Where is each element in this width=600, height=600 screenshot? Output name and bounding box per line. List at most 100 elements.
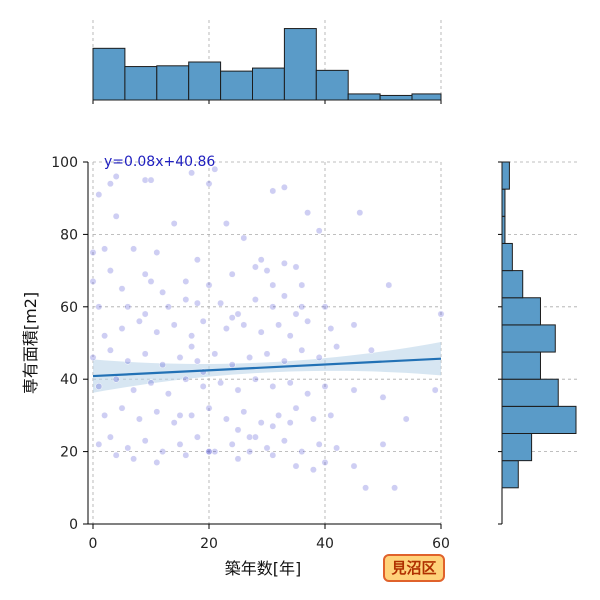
right-hist-bar [501, 242, 513, 272]
data-point [315, 354, 323, 361]
data-point [112, 451, 120, 459]
data-point [188, 332, 196, 340]
data-point [234, 426, 242, 434]
data-point [286, 379, 294, 387]
top-hist-bar [315, 69, 349, 101]
data-point [170, 321, 178, 329]
scatter-points [89, 165, 445, 492]
data-point [205, 281, 213, 289]
data-point [153, 459, 161, 466]
x-tick-label: 60 [432, 536, 450, 552]
data-point [280, 292, 288, 300]
data-point [193, 357, 201, 365]
data-point [112, 173, 120, 180]
data-point [298, 448, 306, 456]
data-point [176, 440, 184, 448]
data-point [385, 281, 393, 289]
data-point [269, 422, 277, 430]
data-point [234, 386, 242, 394]
data-point [246, 433, 254, 441]
right-hist-bar [501, 351, 541, 380]
data-point [251, 263, 259, 271]
axes: 0 20 40 60 0 20 40 60 80 100 [51, 155, 450, 552]
data-point [263, 267, 271, 275]
data-point [95, 382, 103, 390]
top-hist-bar [411, 93, 442, 101]
top-hist-bar [347, 93, 381, 101]
data-point [240, 234, 248, 242]
data-point [275, 411, 283, 419]
right-hist-bar [501, 460, 519, 489]
data-point [280, 437, 288, 445]
right-hist-bar [501, 378, 559, 407]
data-point [327, 325, 335, 332]
data-point [263, 444, 271, 452]
data-point [153, 249, 161, 256]
data-point [211, 350, 219, 358]
top-hist-bar [283, 28, 317, 101]
data-point [118, 404, 126, 412]
data-point [234, 455, 242, 463]
data-point [333, 343, 341, 351]
data-point [391, 484, 399, 492]
data-point [182, 278, 190, 285]
data-point [222, 415, 230, 423]
data-point [188, 169, 196, 177]
top-hist-bar [124, 66, 158, 101]
data-point [321, 459, 329, 466]
data-point [280, 183, 288, 191]
right-hist-bar [501, 161, 510, 190]
data-point [315, 227, 323, 235]
data-point [106, 346, 114, 354]
data-point [234, 310, 242, 318]
data-point [228, 314, 236, 322]
data-point [292, 263, 300, 271]
data-point [269, 187, 277, 195]
data-point [292, 462, 300, 470]
data-point [292, 404, 300, 412]
data-point [199, 382, 207, 390]
data-point [298, 346, 306, 354]
top-histogram [92, 20, 442, 104]
top-hist-bar [220, 70, 254, 101]
data-point [367, 346, 375, 354]
data-point [356, 209, 364, 217]
data-point [350, 462, 358, 470]
data-point [147, 379, 155, 387]
data-point [153, 408, 161, 416]
data-point [228, 440, 236, 448]
data-point [193, 256, 201, 264]
regression-fit-line [92, 357, 442, 378]
data-point [124, 303, 132, 311]
data-point [182, 375, 190, 383]
y-tick-label: 80 [60, 227, 78, 243]
data-point [193, 299, 201, 307]
right-histogram [498, 161, 580, 525]
top-hist-bar [92, 47, 126, 101]
data-point [280, 357, 288, 365]
data-point [280, 259, 288, 267]
data-point [309, 466, 317, 474]
data-point [205, 180, 213, 188]
data-point [170, 419, 178, 427]
data-point [182, 296, 190, 304]
top-hist-bar [252, 67, 285, 101]
data-point [89, 354, 97, 361]
data-point [217, 299, 225, 307]
top-hist-bar [156, 65, 190, 101]
data-point [153, 328, 161, 336]
data-point [211, 165, 219, 173]
data-point [315, 440, 323, 448]
data-point [275, 321, 283, 329]
right-hist-bar [501, 215, 506, 244]
data-point [431, 386, 439, 394]
top-hist-bar [379, 94, 413, 101]
data-point [89, 278, 97, 285]
data-point [147, 176, 155, 184]
data-point [263, 350, 271, 358]
data-point [118, 325, 126, 332]
data-point [257, 328, 265, 336]
district-badge [383, 554, 445, 582]
data-point [130, 455, 138, 463]
